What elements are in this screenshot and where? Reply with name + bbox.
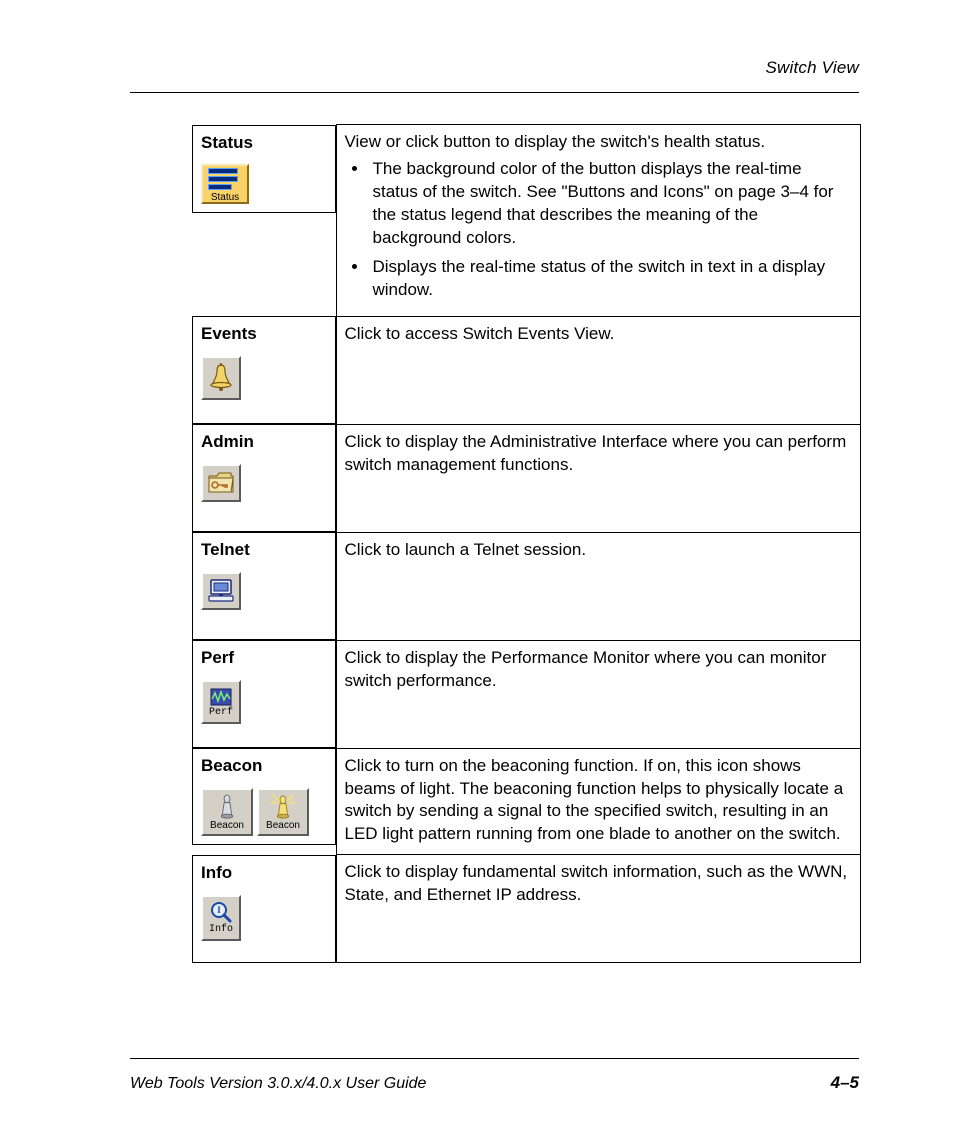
row-description-cell: Click to turn on the beaconing function.… xyxy=(336,748,860,855)
table-row: Info I Info Click to display fundamental… xyxy=(192,855,860,963)
row-description-cell: Click to display fundamental switch info… xyxy=(336,855,860,963)
bell-icon xyxy=(209,363,233,393)
telnet-button[interactable] xyxy=(201,572,241,610)
row-label: Status xyxy=(201,132,327,155)
footer-rule xyxy=(130,1058,859,1059)
row-description: Click to launch a Telnet session. xyxy=(345,539,852,562)
status-button[interactable]: Status xyxy=(201,164,249,204)
row-label: Events xyxy=(201,323,327,346)
status-icon xyxy=(208,168,238,192)
row-description-intro: View or click button to display the swit… xyxy=(345,131,852,154)
table-row: Perf Perf Click to display the Performan… xyxy=(192,640,860,748)
beacon-on-icon xyxy=(268,793,298,820)
page-header: Switch View xyxy=(130,58,859,88)
row-label-cell: Events xyxy=(192,316,336,424)
row-description: Click to turn on the beaconing function.… xyxy=(345,755,852,847)
row-label: Beacon xyxy=(201,755,327,778)
table-row: Events Click to access Switch Events Vie… xyxy=(192,316,860,424)
beacon-on-button[interactable]: Beacon xyxy=(257,788,309,836)
row-description: Click to display the Performance Monitor… xyxy=(345,647,852,693)
row-bullet-list: The background color of the button displ… xyxy=(345,158,852,302)
events-button[interactable] xyxy=(201,356,241,400)
row-description-cell: Click to launch a Telnet session. xyxy=(336,532,860,640)
reference-table: Status Status View or click button to di… xyxy=(192,124,861,963)
perf-icon-label: Perf xyxy=(209,708,233,718)
row-label-cell: Perf Perf xyxy=(192,640,336,748)
row-label: Telnet xyxy=(201,539,327,562)
info-magnifier-icon: I xyxy=(209,900,233,924)
table-row: Telnet Click to launch a Telnet session. xyxy=(192,532,860,640)
row-description-cell: Click to display the Performance Monitor… xyxy=(336,640,860,748)
row-description: Click to display the Administrative Inte… xyxy=(345,431,852,477)
row-label: Perf xyxy=(201,647,327,670)
page: Switch View Status Status View or click … xyxy=(0,0,954,1145)
footer-doc-title: Web Tools Version 3.0.x/4.0.x User Guide xyxy=(130,1075,426,1093)
info-icon-label: Info xyxy=(209,925,233,935)
perf-button[interactable]: Perf xyxy=(201,680,241,724)
folder-key-icon xyxy=(207,470,235,496)
svg-text:I: I xyxy=(217,905,221,915)
bullet-item: Displays the real-time status of the swi… xyxy=(369,256,852,302)
info-button[interactable]: I Info xyxy=(201,895,241,941)
beacon-on-icon-label: Beacon xyxy=(266,821,300,831)
beacon-off-icon xyxy=(212,793,242,820)
table-row: Beacon Beacon xyxy=(192,748,860,855)
beacon-off-icon-label: Beacon xyxy=(210,821,244,831)
table-row: Admin Click to display the Administrativ… xyxy=(192,424,860,532)
header-rule xyxy=(130,92,859,93)
row-description: Click to display fundamental switch info… xyxy=(345,861,852,907)
row-label: Info xyxy=(201,862,327,885)
performance-icon xyxy=(209,687,233,707)
row-label-cell: Info I Info xyxy=(192,855,336,963)
terminal-icon xyxy=(207,578,235,604)
row-description-cell: Click to access Switch Events View. xyxy=(336,316,860,424)
row-description: Click to access Switch Events View. xyxy=(345,323,852,346)
row-description-cell: Click to display the Administrative Inte… xyxy=(336,424,860,532)
row-description-cell: View or click button to display the swit… xyxy=(336,125,860,317)
table-row: Status Status View or click button to di… xyxy=(192,125,860,317)
row-label-cell: Telnet xyxy=(192,532,336,640)
row-label-cell: Status Status xyxy=(192,125,336,214)
bullet-item: The background color of the button displ… xyxy=(369,158,852,250)
row-label-cell: Beacon Beacon xyxy=(192,748,336,845)
row-label-cell: Admin xyxy=(192,424,336,532)
beacon-off-button[interactable]: Beacon xyxy=(201,788,253,836)
row-label: Admin xyxy=(201,431,327,454)
section-title: Switch View xyxy=(765,58,859,78)
footer-page-number: 4–5 xyxy=(831,1073,859,1093)
status-icon-label: Status xyxy=(211,193,239,203)
admin-button[interactable] xyxy=(201,464,241,502)
